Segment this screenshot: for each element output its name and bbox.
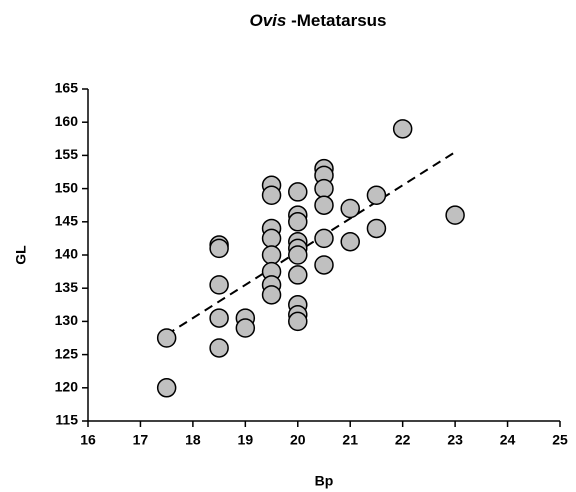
point xyxy=(261,185,282,205)
point xyxy=(261,245,282,265)
point xyxy=(288,311,308,332)
x-tick-label: 17 xyxy=(133,432,149,448)
x-tick-label: 21 xyxy=(342,432,358,448)
y-axis-label: GL xyxy=(13,245,29,265)
point xyxy=(261,228,282,249)
y-tick-label: 160 xyxy=(55,113,79,129)
y-tick-label: 135 xyxy=(55,279,79,295)
title-rest: -Metatarsus xyxy=(291,11,386,30)
trendline xyxy=(166,151,456,336)
point xyxy=(366,218,387,239)
y-tick-label: 125 xyxy=(55,345,79,361)
point xyxy=(314,255,334,275)
point xyxy=(288,212,308,232)
point xyxy=(288,182,308,202)
point xyxy=(209,238,229,259)
point xyxy=(261,285,282,305)
point xyxy=(235,318,256,338)
x-tick-label: 19 xyxy=(238,432,254,448)
y-tick-label: 115 xyxy=(55,412,78,428)
point xyxy=(288,245,308,265)
x-tick-label: 16 xyxy=(80,432,96,448)
y-tick-label: 145 xyxy=(55,213,79,229)
chart-title: Ovis -Metatarsus xyxy=(249,11,386,30)
x-tick-label: 18 xyxy=(185,432,201,448)
point xyxy=(314,195,334,215)
point xyxy=(392,119,413,139)
x-tick-label: 24 xyxy=(500,432,516,448)
point xyxy=(340,231,360,252)
point xyxy=(340,198,360,219)
y-tick-label: 120 xyxy=(55,379,79,395)
point xyxy=(209,275,229,295)
y-tick-label: 150 xyxy=(55,179,79,195)
y-tick-label: 130 xyxy=(55,312,79,328)
y-tick-label: 140 xyxy=(55,246,79,262)
point xyxy=(209,308,229,328)
y-tick-label: 155 xyxy=(55,146,79,162)
point xyxy=(156,378,177,398)
point xyxy=(314,178,334,199)
point xyxy=(445,205,465,225)
point xyxy=(156,328,177,348)
point xyxy=(314,228,334,249)
x-tick-label: 20 xyxy=(290,432,306,448)
point xyxy=(366,185,387,205)
y-tick-label: 165 xyxy=(55,80,79,96)
x-tick-label: 25 xyxy=(552,432,568,448)
x-tick-label: 23 xyxy=(447,432,463,448)
x-axis-label: Bp xyxy=(315,473,334,489)
title-italic: Ovis xyxy=(249,11,286,30)
point xyxy=(288,265,308,285)
x-tick-label: 22 xyxy=(395,432,411,448)
point xyxy=(209,338,229,358)
